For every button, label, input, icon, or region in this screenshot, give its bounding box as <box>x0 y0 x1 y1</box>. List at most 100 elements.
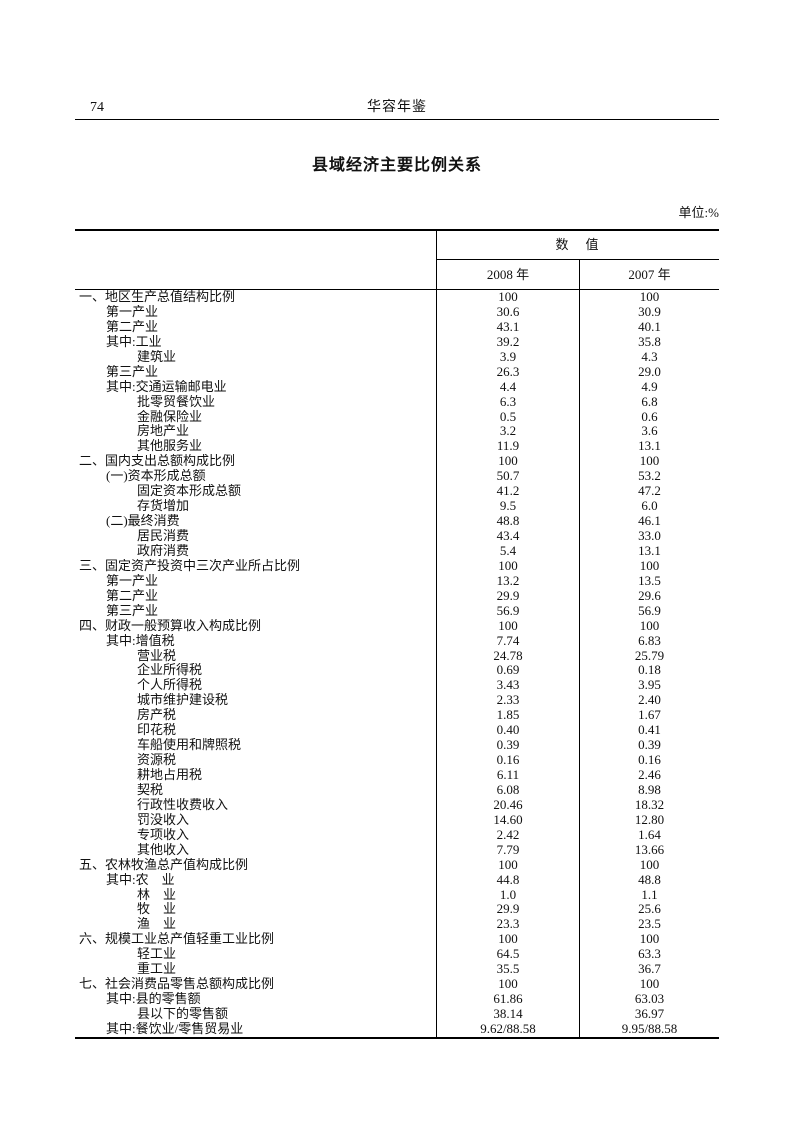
cell-2008: 100 <box>437 618 580 634</box>
row-label: 批零贸餐饮业 <box>75 394 437 410</box>
cell-2007: 1.67 <box>638 707 661 723</box>
cell-2008: 3.9 <box>437 349 580 365</box>
cell-2007: 4.3 <box>641 348 658 364</box>
cell-2007: 29.0 <box>638 363 661 379</box>
cell-2008: 5.4 <box>437 543 580 559</box>
table-row: 金融保险业 0.5 0.6 <box>75 409 719 425</box>
table-row: (二)最终消费 48.8 46.1 <box>75 513 719 529</box>
table-row: 资源税 0.16 0.16 <box>75 752 719 768</box>
row-label: 第一产业 <box>75 573 437 589</box>
cell-2007: 33.0 <box>638 528 661 543</box>
cell-2007: 29.6 <box>638 587 661 603</box>
row-label: 房地产业 <box>75 424 437 440</box>
year-header-row: 2008 年 2007 年 <box>437 260 719 289</box>
cell-2008: 24.78 <box>437 648 580 664</box>
table-row: 印花税 0.40 0.41 <box>75 722 719 739</box>
row-label: 固定资本形成总额 <box>75 484 437 500</box>
cell-2008: 2.42 <box>437 827 580 843</box>
cell-2007: 0.41 <box>638 722 661 738</box>
table-row: (一)资本形成总额 50.7 53.2 <box>75 468 719 485</box>
row-label: 五、农林牧渔总产值构成比例 <box>75 857 437 873</box>
row-label: 三、固定资产投资中三次产业所占比例 <box>75 558 437 574</box>
table-row: 四、财政一般预算收入构成比例 100 100 <box>75 618 719 634</box>
cell-2007: 12.80 <box>634 811 665 827</box>
cell-2008: 38.14 <box>437 1006 580 1022</box>
table-row: 个人所得税 3.43 3.95 <box>75 677 719 694</box>
cell-2008: 48.8 <box>437 513 580 529</box>
cell-2007: 63.3 <box>638 946 661 962</box>
row-label: 第二产业 <box>75 319 437 335</box>
cell-2007: 3.95 <box>638 677 661 693</box>
row-label: 建筑业 <box>75 349 437 365</box>
table-row: 耕地占用税 6.11 2.46 <box>75 767 719 783</box>
row-label: 四、财政一般预算收入构成比例 <box>75 618 437 634</box>
book-title: 华容年鉴 <box>367 100 427 115</box>
row-label: 金融保险业 <box>75 409 437 425</box>
row-label: 契税 <box>75 782 437 798</box>
table-row: 第一产业 13.2 13.5 <box>75 572 719 589</box>
table-row: 一、地区生产总值结构比例 100 100 <box>75 289 719 305</box>
table-row: 第三产业 26.3 29.0 <box>75 363 719 380</box>
cell-2007: 35.8 <box>638 333 661 349</box>
table-row: 牧 业 29.9 25.6 <box>75 902 719 918</box>
row-label: 一、地区生产总值结构比例 <box>75 290 437 305</box>
cell-2007: 100 <box>639 453 660 469</box>
row-label: 资源税 <box>75 753 437 768</box>
row-label: 轻工业 <box>75 947 437 963</box>
table-row: 二、国内支出总额构成比例 100 100 <box>75 453 719 470</box>
table-title: 县域经济主要比例关系 <box>311 157 482 174</box>
cell-2007: 2.46 <box>638 767 661 782</box>
cell-2008: 23.3 <box>437 916 580 933</box>
row-label: 七、社会消费品零售总额构成比例 <box>75 977 437 993</box>
cell-2008: 11.9 <box>437 438 580 455</box>
table-row: 营业税 24.78 25.79 <box>75 647 719 664</box>
cell-2008: 29.9 <box>437 902 580 918</box>
header-stub-cell <box>75 231 437 289</box>
cell-2008: 7.74 <box>437 633 580 649</box>
cell-2007: 63.03 <box>634 991 665 1007</box>
table-row: 批零贸餐饮业 6.3 6.8 <box>75 394 719 410</box>
cell-2007: 48.8 <box>638 871 661 887</box>
row-label: 车船使用和牌照税 <box>75 738 437 754</box>
cell-2008: 100 <box>437 931 580 948</box>
data-table: 数 值 2008 年 2007 年 一、地区生产总值结构比例 100 100 第… <box>75 229 719 1039</box>
cell-2007: 0.18 <box>638 662 661 678</box>
cell-2007: 100 <box>639 931 660 947</box>
table-row: 其中:交通运输邮电业 4.4 4.9 <box>75 378 719 395</box>
table-row: 第一产业 30.6 30.9 <box>75 304 719 320</box>
row-label: 罚没收入 <box>75 812 437 828</box>
row-label: 第二产业 <box>75 588 437 604</box>
cell-2007: 23.5 <box>638 916 661 932</box>
cell-2007: 18.32 <box>634 796 665 812</box>
cell-2007: 8.98 <box>638 781 661 797</box>
cell-2007: 4.9 <box>641 378 658 394</box>
row-label: 六、规模工业总产值轻重工业比例 <box>75 932 437 948</box>
table-row: 居民消费 43.4 33.0 <box>75 528 719 544</box>
cell-2008: 4.4 <box>437 379 580 395</box>
cell-2008: 64.5 <box>437 946 580 963</box>
table-row: 渔 业 23.3 23.5 <box>75 916 719 933</box>
cell-2008: 6.3 <box>437 394 580 410</box>
cell-2008: 2.33 <box>437 692 580 709</box>
cell-2008: 9.5 <box>437 498 580 515</box>
value-header-group: 数 值 2008 年 2007 年 <box>437 231 719 289</box>
row-label: 林 业 <box>75 887 437 903</box>
cell-2007: 25.79 <box>634 647 665 663</box>
cell-2007: 100 <box>639 856 660 872</box>
table-row: 七、社会消费品零售总额构成比例 100 100 <box>75 976 719 993</box>
table-row: 轻工业 64.5 63.3 <box>75 946 719 963</box>
unit-label: 单位:% <box>678 205 719 220</box>
cell-2008: 6.11 <box>437 767 580 783</box>
cell-2007: 53.2 <box>638 468 661 484</box>
cell-2007: 1.64 <box>638 826 661 842</box>
cell-2007: 0.16 <box>638 752 661 768</box>
cell-2008: 100 <box>437 453 580 470</box>
row-label: 耕地占用税 <box>75 768 437 783</box>
row-label: 城市维护建设税 <box>75 693 437 709</box>
cell-2007: 56.9 <box>638 602 661 618</box>
cell-2007: 13.5 <box>638 572 661 588</box>
table-row: 专项收入 2.42 1.64 <box>75 826 719 843</box>
table-row: 林 业 1.0 1.1 <box>75 887 719 903</box>
value-group-header: 数 值 <box>437 231 719 260</box>
table-row: 房产税 1.85 1.67 <box>75 707 719 724</box>
